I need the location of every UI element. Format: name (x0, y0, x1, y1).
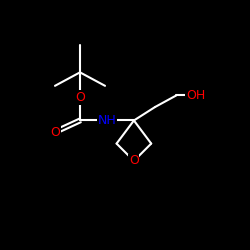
Text: O: O (129, 154, 139, 168)
Text: O: O (75, 91, 85, 104)
Text: OH: OH (186, 89, 205, 102)
Text: O: O (50, 126, 60, 138)
Text: NH: NH (98, 114, 116, 127)
